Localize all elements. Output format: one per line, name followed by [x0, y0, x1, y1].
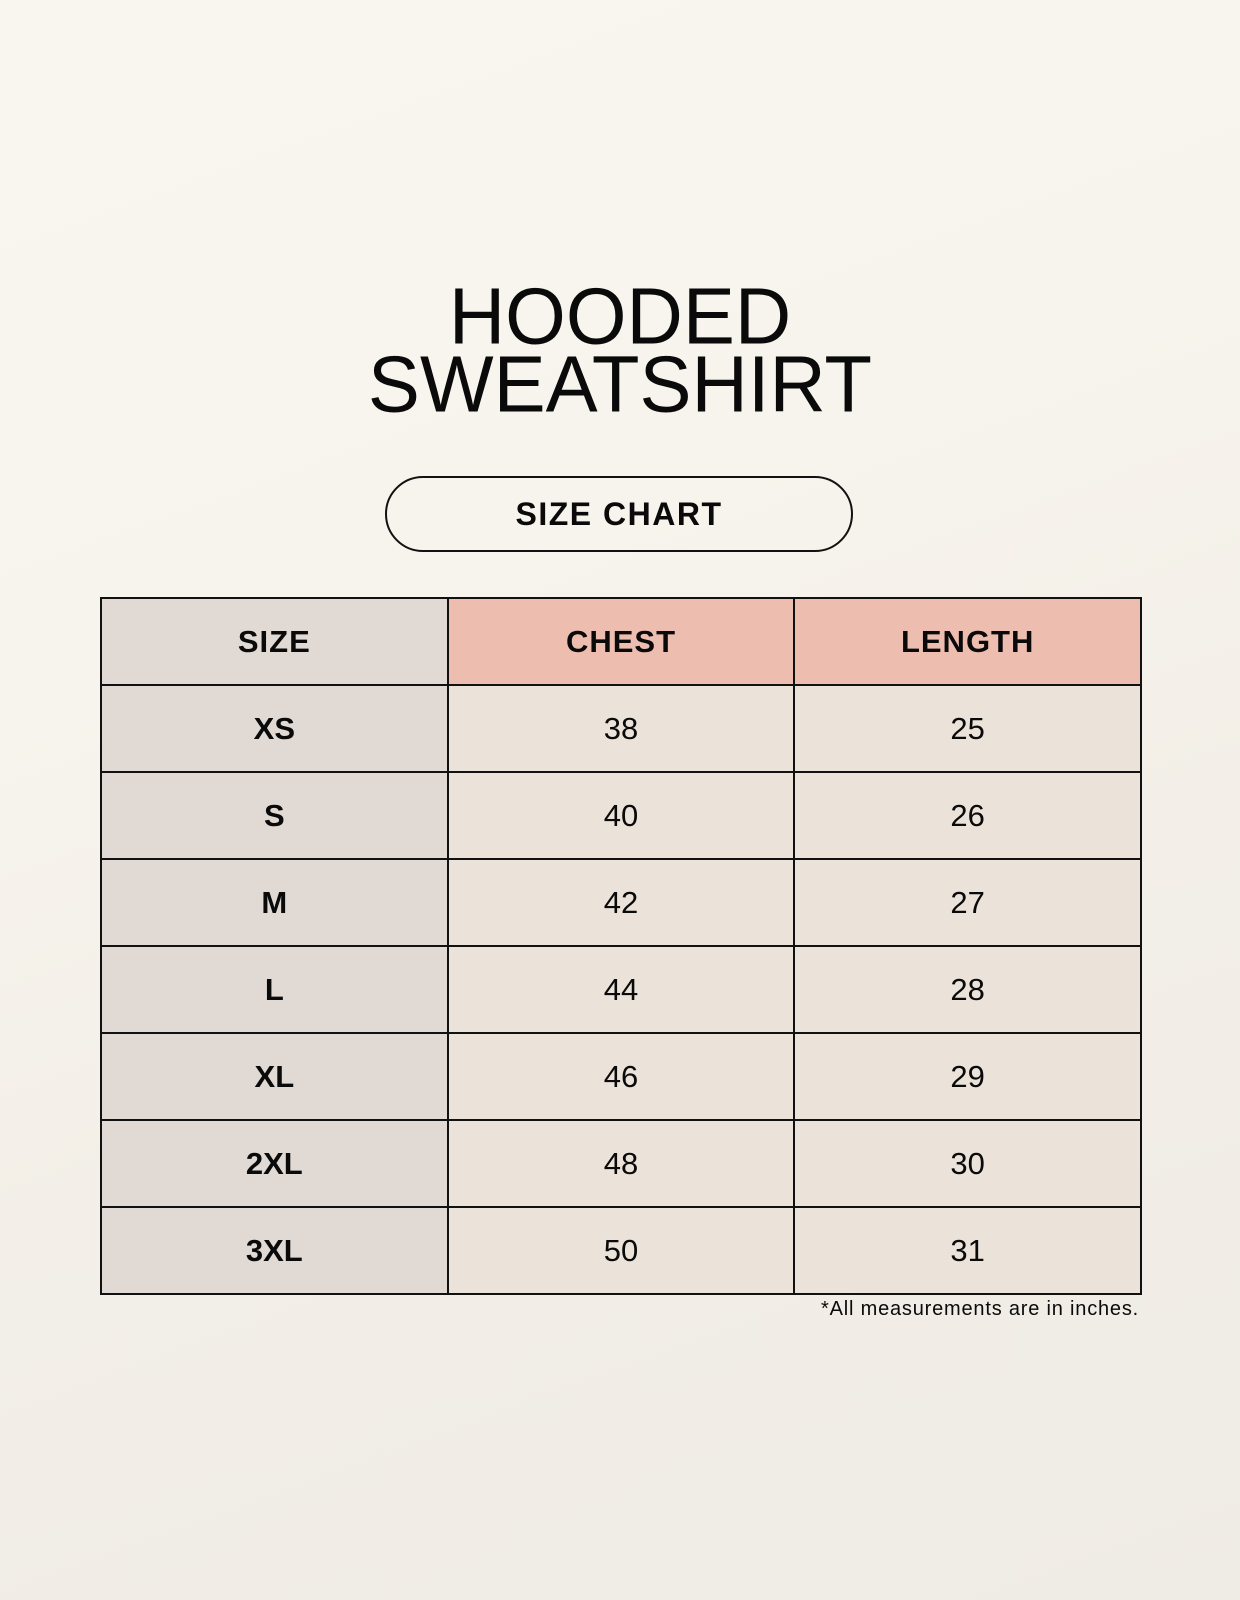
size-cell: M [100, 858, 449, 947]
size-cell: 3XL [100, 1206, 449, 1295]
table-row: 2XL 48 30 [100, 1119, 1142, 1208]
chest-cell: 50 [446, 1206, 796, 1295]
size-cell: 2XL [100, 1119, 449, 1208]
length-cell: 28 [793, 945, 1142, 1034]
chest-cell: 48 [446, 1119, 796, 1208]
chest-cell: 40 [446, 771, 796, 860]
title-line-1: HOODED [448, 271, 792, 361]
chest-cell: 38 [446, 684, 796, 773]
size-cell: L [100, 945, 449, 1034]
length-cell: 30 [793, 1119, 1142, 1208]
length-cell: 31 [793, 1206, 1142, 1295]
size-cell: XS [100, 684, 449, 773]
size-chart-badge: SIZE CHART [385, 476, 853, 552]
length-cell: 29 [793, 1032, 1142, 1121]
table-row: XL 46 29 [100, 1032, 1142, 1121]
header-size: SIZE [100, 597, 449, 686]
table-row: S 40 26 [100, 771, 1142, 860]
table-row: 3XL 50 31 [100, 1206, 1142, 1295]
table-row: XS 38 25 [100, 684, 1142, 773]
chest-cell: 46 [446, 1032, 796, 1121]
size-cell: S [100, 771, 449, 860]
title-line-2: SWEATSHIRT [367, 339, 873, 429]
header-length: LENGTH [793, 597, 1142, 686]
footnote: *All measurements are in inches. [821, 1298, 1139, 1320]
size-cell: XL [100, 1032, 449, 1121]
chest-cell: 44 [446, 945, 796, 1034]
header-row: SIZE CHEST LENGTH [100, 597, 1142, 686]
header-chest: CHEST [446, 597, 796, 686]
length-cell: 27 [793, 858, 1142, 947]
table-row: M 42 27 [100, 858, 1142, 947]
page-title: HOODED SWEATSHIRT [0, 271, 1240, 429]
length-cell: 26 [793, 771, 1142, 860]
length-cell: 25 [793, 684, 1142, 773]
chest-cell: 42 [446, 858, 796, 947]
table-row: L 44 28 [100, 945, 1142, 1034]
size-table: SIZE CHEST LENGTH XS 38 25 S 40 26 M 42 27 L 44 28 X… [100, 597, 1142, 1295]
